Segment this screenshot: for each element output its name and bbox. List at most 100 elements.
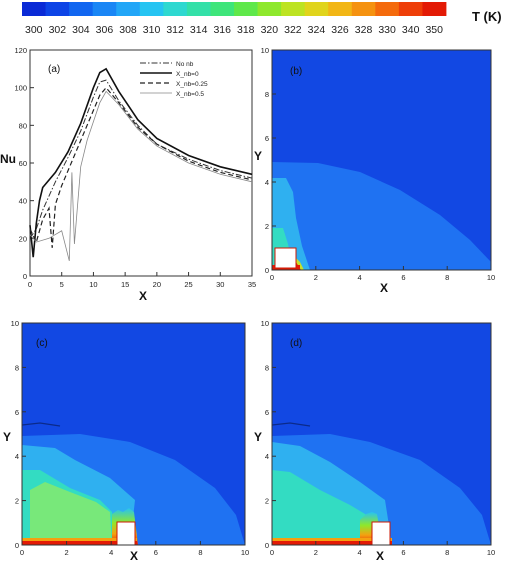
series-line-1 bbox=[29, 67, 253, 258]
y-tick-label: 6 bbox=[15, 408, 19, 417]
colorbar-swatch bbox=[398, 2, 423, 16]
x-tick-label: 10 bbox=[487, 548, 495, 557]
x-axis-label: X bbox=[376, 549, 384, 563]
panel-tag: (a) bbox=[48, 64, 60, 75]
colorbar-swatch bbox=[328, 2, 353, 16]
y-tick-label: 0 bbox=[265, 266, 269, 275]
x-tick-label: 10 bbox=[89, 280, 97, 289]
colorbar-swatch bbox=[234, 2, 258, 16]
legend-label: X_nb=0.5 bbox=[176, 91, 204, 98]
colorbar-tick-label: 306 bbox=[96, 24, 114, 36]
y-tick-label: 20 bbox=[19, 234, 27, 243]
x-tick-label: 0 bbox=[270, 273, 274, 282]
contour-band-314 bbox=[272, 470, 378, 545]
x-tick-label: 35 bbox=[248, 280, 256, 289]
y-axis-label: Y bbox=[254, 149, 262, 163]
colorbar-swatch bbox=[45, 2, 70, 16]
colorbar-tick-label: 314 bbox=[190, 24, 208, 36]
colorbar-tick-label: 350 bbox=[425, 24, 443, 36]
temperature-colorbar bbox=[22, 2, 447, 16]
colorbar-swatch bbox=[375, 2, 400, 16]
y-tick-label: 2 bbox=[265, 222, 269, 231]
heated-block bbox=[371, 521, 391, 546]
y-tick-label: 100 bbox=[14, 84, 27, 93]
y-tick-label: 0 bbox=[265, 541, 269, 550]
x-tick-label: 0 bbox=[20, 548, 24, 557]
y-tick-label: 2 bbox=[15, 497, 19, 506]
colorbar-tick-label: 310 bbox=[143, 24, 161, 36]
y-tick-label: 8 bbox=[15, 363, 19, 372]
axis-ticks: 0 2 4 6 8 10 0 2 4 6 8 10 bbox=[261, 319, 496, 557]
colorbar-tick-label: 304 bbox=[72, 24, 90, 36]
colorbar-swatch bbox=[351, 2, 376, 16]
panel-tag: (c) bbox=[36, 338, 48, 349]
colorbar-tick-label: 322 bbox=[284, 24, 302, 36]
y-tick-label: 8 bbox=[265, 363, 269, 372]
plot-frame bbox=[21, 322, 246, 546]
x-tick-label: 6 bbox=[401, 273, 405, 282]
colorbar-swatch bbox=[210, 2, 235, 16]
x-tick-label: 8 bbox=[445, 548, 449, 557]
y-tick-label: 4 bbox=[265, 178, 269, 187]
contour-line bbox=[271, 422, 311, 427]
axis-ticks: 0 2 4 6 8 10 0 2 4 6 8 10 bbox=[11, 319, 250, 557]
panel-d: 0 2 4 6 8 10 0 2 4 6 8 10 (d) Y X bbox=[254, 319, 495, 563]
colorbar-tick-label: 340 bbox=[402, 24, 420, 36]
colorbar-tick-label: 312 bbox=[166, 24, 184, 36]
x-tick-label: 6 bbox=[154, 548, 158, 557]
y-tick-label: 120 bbox=[14, 46, 27, 55]
legend: No nb X_nb=0 X_nb=0.25 X_nb=0.5 bbox=[140, 61, 208, 98]
colorbar-swatch bbox=[139, 2, 164, 16]
legend-label: X_nb=0 bbox=[176, 71, 199, 78]
plot-frame bbox=[29, 49, 253, 277]
legend-label: X_nb=0.25 bbox=[176, 81, 208, 88]
y-tick-label: 2 bbox=[265, 497, 269, 506]
y-tick-label: 4 bbox=[15, 452, 19, 461]
panel-tag: (d) bbox=[290, 338, 302, 349]
y-tick-label: 10 bbox=[261, 46, 269, 55]
panel-b: 0 2 4 6 8 10 0 2 4 6 8 10 (b) Y X bbox=[254, 46, 495, 295]
y-tick-label: 0 bbox=[15, 541, 19, 550]
x-tick-label: 2 bbox=[314, 548, 318, 557]
y-tick-label: 60 bbox=[19, 159, 27, 168]
x-tick-label: 8 bbox=[445, 273, 449, 282]
colorbar-tick-label: 320 bbox=[261, 24, 279, 36]
colorbar-label: T (K) bbox=[472, 9, 502, 24]
colorbar-tick-label: 324 bbox=[308, 24, 326, 36]
x-tick-label: 6 bbox=[401, 548, 405, 557]
panel-c: 0 2 4 6 8 10 0 2 4 6 8 10 (c) Y X bbox=[3, 319, 249, 563]
hot-wall bbox=[22, 541, 137, 545]
plot-frame bbox=[271, 322, 492, 546]
x-tick-label: 30 bbox=[216, 280, 224, 289]
y-tick-label: 10 bbox=[261, 319, 269, 328]
contour-line bbox=[21, 422, 61, 427]
y-tick-label: 0 bbox=[23, 272, 27, 281]
colorbar-tick-labels: 300 302 304 306 308 310 312 314 316 318 320 322 324 3… bbox=[25, 24, 443, 36]
colorbar-swatch bbox=[69, 2, 94, 16]
x-tick-label: 2 bbox=[314, 273, 318, 282]
x-tick-label: 0 bbox=[28, 280, 32, 289]
y-tick-label: 6 bbox=[265, 134, 269, 143]
y-axis-label: Nu bbox=[0, 152, 16, 166]
x-tick-label: 2 bbox=[65, 548, 69, 557]
colorbar-swatch bbox=[163, 2, 188, 16]
y-tick-label: 4 bbox=[265, 452, 269, 461]
colorbar-tick-label: 328 bbox=[355, 24, 373, 36]
x-tick-label: 4 bbox=[358, 273, 362, 282]
contour-band-318 bbox=[30, 482, 112, 545]
colorbar-tick-label: 330 bbox=[378, 24, 396, 36]
x-tick-label: 10 bbox=[241, 548, 249, 557]
colorbar-swatch bbox=[304, 2, 329, 16]
x-tick-label: 8 bbox=[198, 548, 202, 557]
x-axis-label: X bbox=[130, 549, 138, 563]
legend-label: No nb bbox=[176, 61, 194, 68]
colorbar-tick-label: 308 bbox=[119, 24, 137, 36]
colorbar-tick-label: 326 bbox=[331, 24, 349, 36]
x-tick-label: 4 bbox=[109, 548, 113, 557]
hot-wall bbox=[272, 541, 392, 545]
colorbar-swatch bbox=[422, 2, 447, 16]
x-tick-label: 5 bbox=[60, 280, 64, 289]
heated-block bbox=[116, 521, 136, 546]
x-tick-label: 4 bbox=[358, 548, 362, 557]
